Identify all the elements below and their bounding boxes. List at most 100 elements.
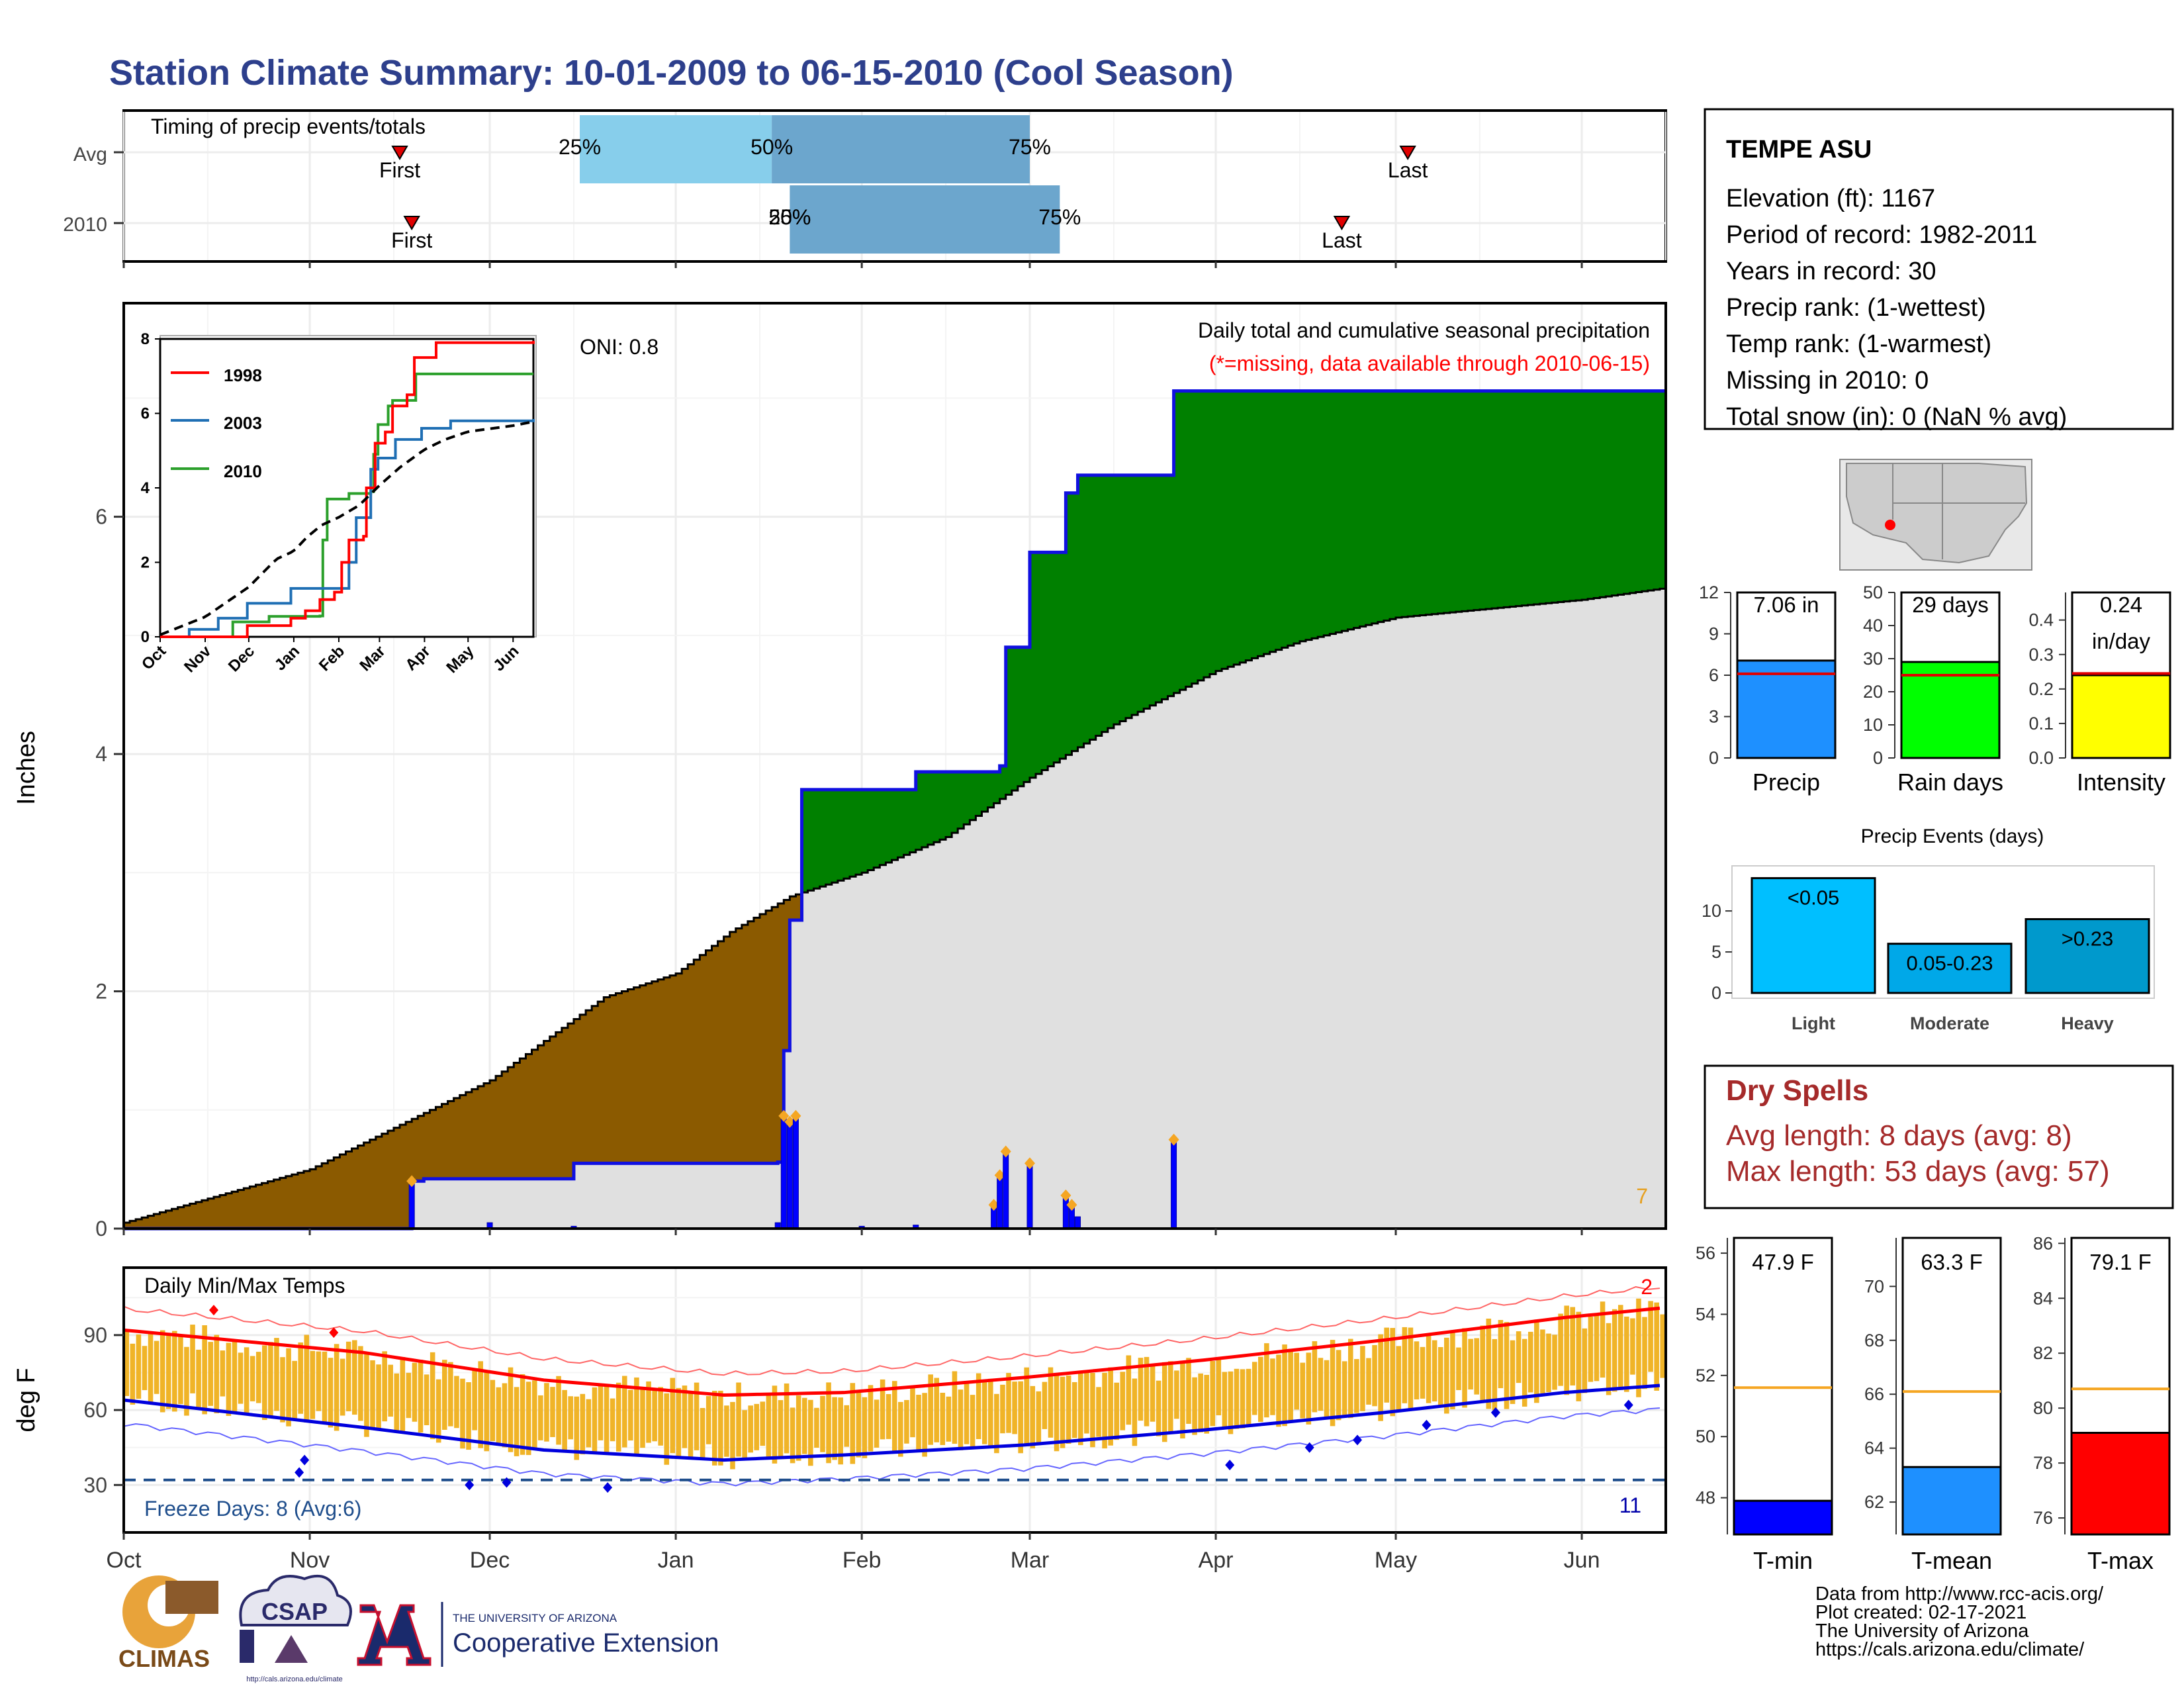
- daily-temp-bar: [1012, 1382, 1017, 1434]
- inset-y-tick-label: 2: [141, 554, 150, 572]
- timing-2010-pct-75: 75%: [1038, 205, 1081, 229]
- timing-row-2010-label: 2010: [63, 214, 107, 236]
- record-low-marker: [603, 1482, 613, 1493]
- y-tick-label: 12: [1699, 583, 1719, 602]
- y-tick-label: 0: [1873, 748, 1883, 768]
- daily-precip-marker: [1168, 1133, 1179, 1146]
- daily-temp-bar: [1486, 1319, 1492, 1409]
- daily-temp-bar: [1498, 1320, 1504, 1389]
- bar-category-label: Rain days: [1897, 769, 2003, 796]
- daily-temp-bar: [262, 1345, 267, 1421]
- bar-value-label: 7.06 in: [1753, 592, 1819, 617]
- footer-line-data: Data from http://www.rcc-acis.org/: [1815, 1583, 2104, 1605]
- daily-temp-bar: [1222, 1372, 1228, 1430]
- daily-temp-bar: [958, 1389, 964, 1450]
- timing-2010-first-marker: [403, 216, 420, 230]
- daily-temp-bar: [1126, 1355, 1132, 1425]
- daily-temp-bar: [322, 1351, 328, 1422]
- daily-temp-bar: [1000, 1384, 1005, 1434]
- daily-temp-bar: [1096, 1387, 1101, 1437]
- bar-value-label: 0.24: [2100, 592, 2142, 617]
- daily-temp-bar: [1510, 1340, 1516, 1404]
- daily-temp-bar: [466, 1382, 471, 1450]
- temp-summary-t-mean: 62 64 66 68 70 63.3 F T-mean: [1864, 1237, 2002, 1574]
- daily-temp-bar: [1240, 1369, 1246, 1429]
- record-low-marker: [1304, 1442, 1314, 1453]
- daily-temp-bar: [130, 1343, 136, 1405]
- y-tick-label: 40: [1863, 616, 1883, 635]
- daily-temp-bar: [634, 1377, 639, 1455]
- climas-logo-text: CLIMAS: [118, 1645, 210, 1672]
- daily-temp-bar: [1018, 1381, 1023, 1454]
- bar-category-label: Precip: [1752, 769, 1820, 796]
- daily-temp-bar: [1084, 1370, 1089, 1434]
- daily-temp-bar: [796, 1395, 801, 1461]
- daily-temp-bar: [1636, 1298, 1641, 1397]
- daily-temp-bar: [1354, 1359, 1359, 1413]
- bar-value-label: 63.3 F: [1921, 1250, 1983, 1274]
- daily-temp-bar: [682, 1385, 688, 1448]
- avg-cumulative-line: [124, 587, 1667, 1224]
- daily-temp-bar: [1336, 1350, 1342, 1421]
- daily-temp-bar: [1624, 1316, 1629, 1392]
- station-line-elevation: Elevation (ft): 1167: [1726, 185, 1935, 212]
- daily-temp-bar: [1570, 1307, 1576, 1385]
- summary-bar-rain-days: 0 10 20 30 40 50 29 days Rain days: [1863, 583, 2003, 796]
- daily-temp-bar: [628, 1389, 633, 1441]
- daily-temp-bar: [1576, 1311, 1582, 1401]
- temp-top-count: 2: [1641, 1275, 1653, 1299]
- daily-temp-bar: [1288, 1348, 1293, 1421]
- y-tick-label: 48: [1696, 1488, 1715, 1508]
- x-tick-label: Apr: [1199, 1548, 1234, 1573]
- daily-temp-bar: [1366, 1358, 1371, 1405]
- daily-temp-bar: [838, 1397, 843, 1465]
- daily-temp-bar: [1564, 1305, 1569, 1395]
- daily-temp-bar: [994, 1393, 999, 1454]
- daily-temp-bar: [1161, 1362, 1167, 1442]
- y-tick-label: 56: [1696, 1243, 1715, 1263]
- daily-temp-bar: [202, 1325, 207, 1415]
- daily-temp-bar: [1192, 1377, 1197, 1435]
- daily-precip-bar: [786, 1121, 793, 1229]
- daily-temp-bar: [214, 1335, 220, 1414]
- record-high-line: [123, 1286, 1661, 1376]
- daily-temp-bar: [1426, 1334, 1432, 1403]
- daily-temp-bar: [1546, 1333, 1551, 1393]
- bar-value-label: in/day: [2092, 629, 2151, 653]
- daily-temp-bar: [358, 1346, 363, 1421]
- daily-temp-bar: [345, 1341, 351, 1411]
- timing-2010-50-75-bar: [790, 185, 1060, 254]
- daily-temp-bar: [976, 1373, 981, 1439]
- daily-temp-bar: [981, 1382, 987, 1444]
- daily-temp-bar: [592, 1387, 598, 1454]
- daily-temp-bar: [400, 1356, 406, 1431]
- daily-temp-bar: [928, 1374, 933, 1445]
- daily-temp-bar: [424, 1374, 430, 1425]
- inset-legend-2003: 2003: [224, 413, 262, 433]
- daily-temp-bar: [862, 1397, 868, 1458]
- inset-line-2010: [160, 372, 533, 638]
- daily-temp-bar: [550, 1387, 555, 1437]
- daily-temp-bar: [1270, 1358, 1275, 1415]
- x-tick-label: Jan: [658, 1548, 694, 1573]
- dry-spells-title: Dry Spells: [1726, 1074, 1868, 1107]
- daily-temp-bar: [1612, 1309, 1617, 1392]
- daily-temp-bar: [1006, 1373, 1011, 1433]
- daily-temp-bar: [1456, 1347, 1461, 1390]
- record-low-marker: [502, 1477, 512, 1488]
- daily-temp-bar: [946, 1396, 952, 1442]
- footer-credits: Data from http://www.rcc-acis.org/ Plot …: [1815, 1583, 2104, 1660]
- daily-temp-bar: [525, 1382, 531, 1456]
- daily-temp-bar: [658, 1387, 663, 1446]
- y-tick-label: 82: [2033, 1343, 2053, 1363]
- daily-temp-bar: [640, 1389, 645, 1448]
- inset-average-line: [159, 420, 531, 636]
- daily-temp-bar: [1582, 1328, 1588, 1393]
- daily-temp-bar: [142, 1346, 148, 1391]
- daily-temp-bar: [1060, 1376, 1066, 1448]
- daily-temp-bar: [304, 1335, 310, 1423]
- daily-temp-bar: [1534, 1319, 1539, 1403]
- y-tick-label: 76: [2033, 1508, 2053, 1528]
- y-tick-label: 0.4: [2028, 610, 2054, 630]
- daily-temp-bar: [1102, 1372, 1107, 1449]
